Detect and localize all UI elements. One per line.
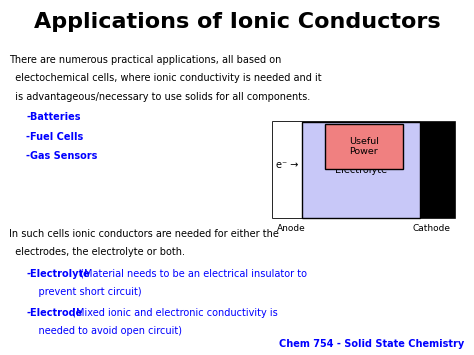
Text: Applications of Ionic Conductors: Applications of Ionic Conductors bbox=[34, 12, 440, 32]
Text: Chem 754 - Solid State Chemistry: Chem 754 - Solid State Chemistry bbox=[279, 339, 465, 349]
Bar bbox=[273, 122, 455, 218]
Text: In such cells ionic conductors are needed for either the: In such cells ionic conductors are neede… bbox=[9, 229, 278, 239]
Text: Cathode: Cathode bbox=[412, 224, 450, 233]
Text: (Material needs to be an electrical insulator to: (Material needs to be an electrical insu… bbox=[77, 269, 307, 279]
Text: Anode: Anode bbox=[277, 224, 306, 233]
Text: There are numerous practical applications, all based on: There are numerous practical application… bbox=[9, 55, 281, 65]
Bar bbox=[273, 122, 302, 218]
Bar bbox=[302, 122, 420, 218]
Text: prevent short circuit): prevent short circuit) bbox=[26, 287, 142, 297]
Bar bbox=[325, 124, 403, 169]
Text: -Gas Sensors: -Gas Sensors bbox=[26, 151, 98, 161]
Text: Electrolyte: Electrolyte bbox=[335, 165, 387, 175]
Text: -Electrode: -Electrode bbox=[26, 307, 82, 317]
Text: -Electrolyte: -Electrolyte bbox=[26, 269, 90, 279]
Text: -Fuel Cells: -Fuel Cells bbox=[26, 132, 83, 142]
Text: electrodes, the electrolyte or both.: electrodes, the electrolyte or both. bbox=[9, 247, 184, 257]
Text: (Mixed ionic and electronic conductivity is: (Mixed ionic and electronic conductivity… bbox=[69, 307, 277, 317]
Text: needed to avoid open circuit): needed to avoid open circuit) bbox=[26, 326, 182, 336]
Text: Useful
Power: Useful Power bbox=[349, 137, 379, 156]
Text: -Batteries: -Batteries bbox=[26, 112, 81, 122]
Bar bbox=[420, 122, 455, 218]
Text: e⁻ →: e⁻ → bbox=[276, 160, 298, 170]
Text: electochemical cells, where ionic conductivity is needed and it: electochemical cells, where ionic conduc… bbox=[9, 73, 321, 83]
Text: is advantageous/necessary to use solids for all components.: is advantageous/necessary to use solids … bbox=[9, 92, 310, 102]
